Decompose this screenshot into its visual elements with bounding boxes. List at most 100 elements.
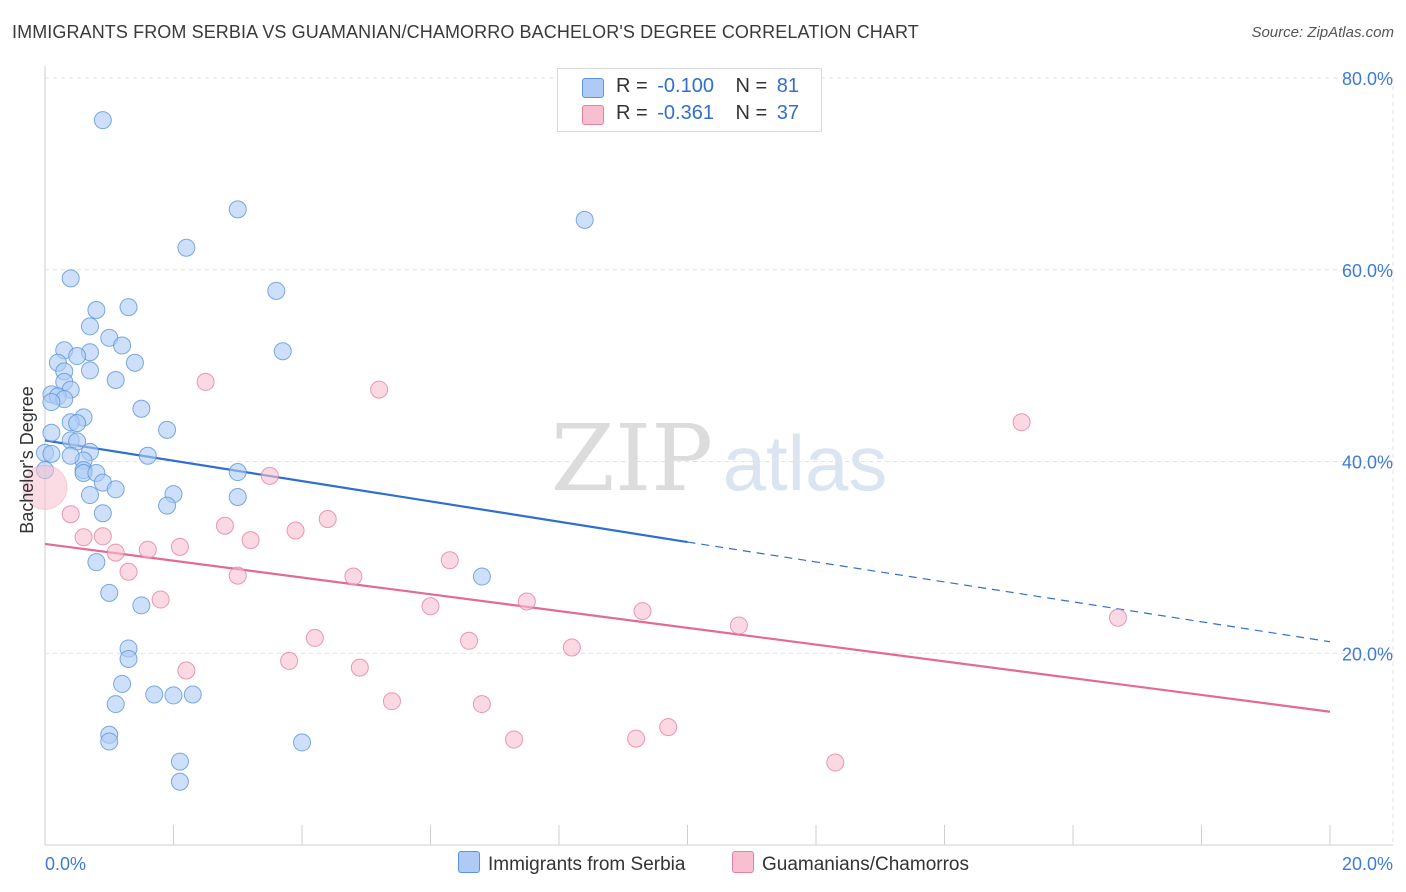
- guamanian-point: [517, 592, 536, 611]
- guamanian-point: [505, 730, 524, 749]
- guamanian-point: [61, 505, 80, 524]
- guamanian-trend-line: [44, 542, 1331, 713]
- guamanian-point: [421, 597, 440, 616]
- guamanian-point: [138, 540, 157, 559]
- serbia-point: [87, 301, 106, 320]
- axes: [44, 66, 1393, 846]
- guamanian-point: [241, 531, 260, 550]
- guamanian-point: [472, 695, 491, 714]
- serbia-point: [93, 111, 112, 130]
- guamanian-point: [228, 566, 247, 585]
- bottom-legend-label: Immigrants from Serbia: [488, 854, 686, 875]
- serbia-point: [80, 486, 99, 505]
- serbia-point: [93, 504, 112, 523]
- guamanian-point: [170, 537, 189, 556]
- serbia-point: [132, 399, 151, 418]
- serbia-point: [183, 685, 202, 704]
- y-tick-label: 40.0%: [1342, 453, 1393, 473]
- serbia-point: [170, 772, 189, 791]
- serbia-point: [164, 686, 183, 705]
- legend-n-value: 37: [776, 102, 800, 124]
- legend-n-label: N =: [735, 75, 768, 97]
- serbia-point: [119, 650, 138, 669]
- serbia-point: [42, 444, 61, 463]
- serbia-point: [125, 353, 144, 372]
- guamanian-point: [74, 528, 93, 547]
- tick-labels: 20.0% 40.0% 60.0% 80.0% 0.0% 20.0%: [45, 69, 1393, 874]
- serbia-point: [228, 487, 247, 506]
- guamanian-point: [633, 602, 652, 621]
- serbia-point: [100, 583, 119, 602]
- guamanian-point: [151, 590, 170, 609]
- serbia-point: [472, 567, 491, 586]
- serbia-point: [80, 361, 99, 380]
- correlation-legend: R = -0.100 N = 81 R = -0.361 N = 37: [557, 68, 822, 132]
- guamanian-point: [370, 380, 389, 399]
- guamanian-point: [177, 661, 196, 680]
- bottom-legend-serbia: Immigrants from Serbia: [458, 851, 685, 876]
- serbia-point: [113, 336, 132, 355]
- serbia-point: [68, 414, 87, 433]
- guamanian-point: [344, 567, 363, 586]
- guamanian-point: [119, 562, 138, 581]
- serbia-point: [170, 752, 189, 771]
- y-axis-label: Bachelor's Degree: [17, 386, 37, 534]
- legend-r-value: -0.100: [657, 75, 714, 97]
- gridlines: [45, 77, 1394, 845]
- serbia-point: [119, 298, 138, 317]
- serbia-point: [177, 238, 196, 257]
- serbia-point: [68, 347, 87, 366]
- watermark-atlas: atlas: [723, 419, 888, 507]
- x-tick-label: 20.0%: [1342, 854, 1393, 874]
- guamanian-point: [440, 551, 459, 570]
- watermark: ZIP atlas: [551, 405, 887, 512]
- legend-n-label: N =: [735, 102, 768, 124]
- serbia-point: [113, 674, 132, 693]
- watermark-zip: ZIP: [551, 405, 713, 512]
- guamanian-point: [826, 753, 845, 772]
- guamanian-point: [1012, 413, 1031, 432]
- serbia-point: [87, 553, 106, 572]
- serbia-point: [158, 420, 177, 439]
- guamanian-point: [460, 631, 479, 650]
- serbia-point: [42, 423, 61, 442]
- legend-r-label: R =: [616, 102, 648, 124]
- guamanian-point: [350, 658, 369, 677]
- guamanian-point: [22, 464, 68, 510]
- serbia-point: [138, 446, 157, 465]
- x-tick-label: 0.0%: [45, 854, 86, 874]
- guamanian-point: [318, 510, 337, 529]
- serbia-point: [158, 496, 177, 515]
- bottom-legend-label: Guamanians/Chamorros: [762, 854, 969, 875]
- legend-r-label: R =: [616, 75, 648, 97]
- guamanian-point: [627, 729, 646, 748]
- guamanian-point: [106, 543, 125, 562]
- bottom-legend-guamanian: Guamanians/Chamorros: [732, 851, 969, 876]
- serbia-point: [61, 446, 80, 465]
- serbia-point: [228, 200, 247, 219]
- legend-swatch-guamanian: [582, 105, 604, 125]
- legend-n-value: 81: [776, 75, 800, 97]
- guamanian-point: [286, 521, 305, 540]
- y-tick-label: 20.0%: [1342, 644, 1393, 664]
- serbia-point: [61, 269, 80, 288]
- data-points: [22, 111, 1127, 791]
- guamanian-point: [305, 628, 324, 647]
- serbia-point: [106, 695, 125, 714]
- serbia-point: [293, 733, 311, 752]
- serbia-point: [132, 596, 151, 615]
- legend-swatch-serbia: [582, 78, 604, 98]
- guamanian-point: [215, 516, 234, 535]
- guamanian-point: [729, 616, 748, 635]
- bottom-legend-swatch-guamanian: [732, 851, 754, 873]
- serbia-point: [106, 371, 125, 390]
- serbia-point: [575, 210, 594, 229]
- guamanian-point: [382, 692, 401, 711]
- guamanian-point: [1108, 608, 1127, 627]
- guamanian-point: [196, 372, 215, 391]
- serbia-point: [106, 480, 125, 499]
- legend-r-value: -0.361: [657, 102, 714, 124]
- guamanian-point: [562, 638, 581, 657]
- guamanian-point: [659, 718, 678, 737]
- serbia-point: [100, 732, 119, 751]
